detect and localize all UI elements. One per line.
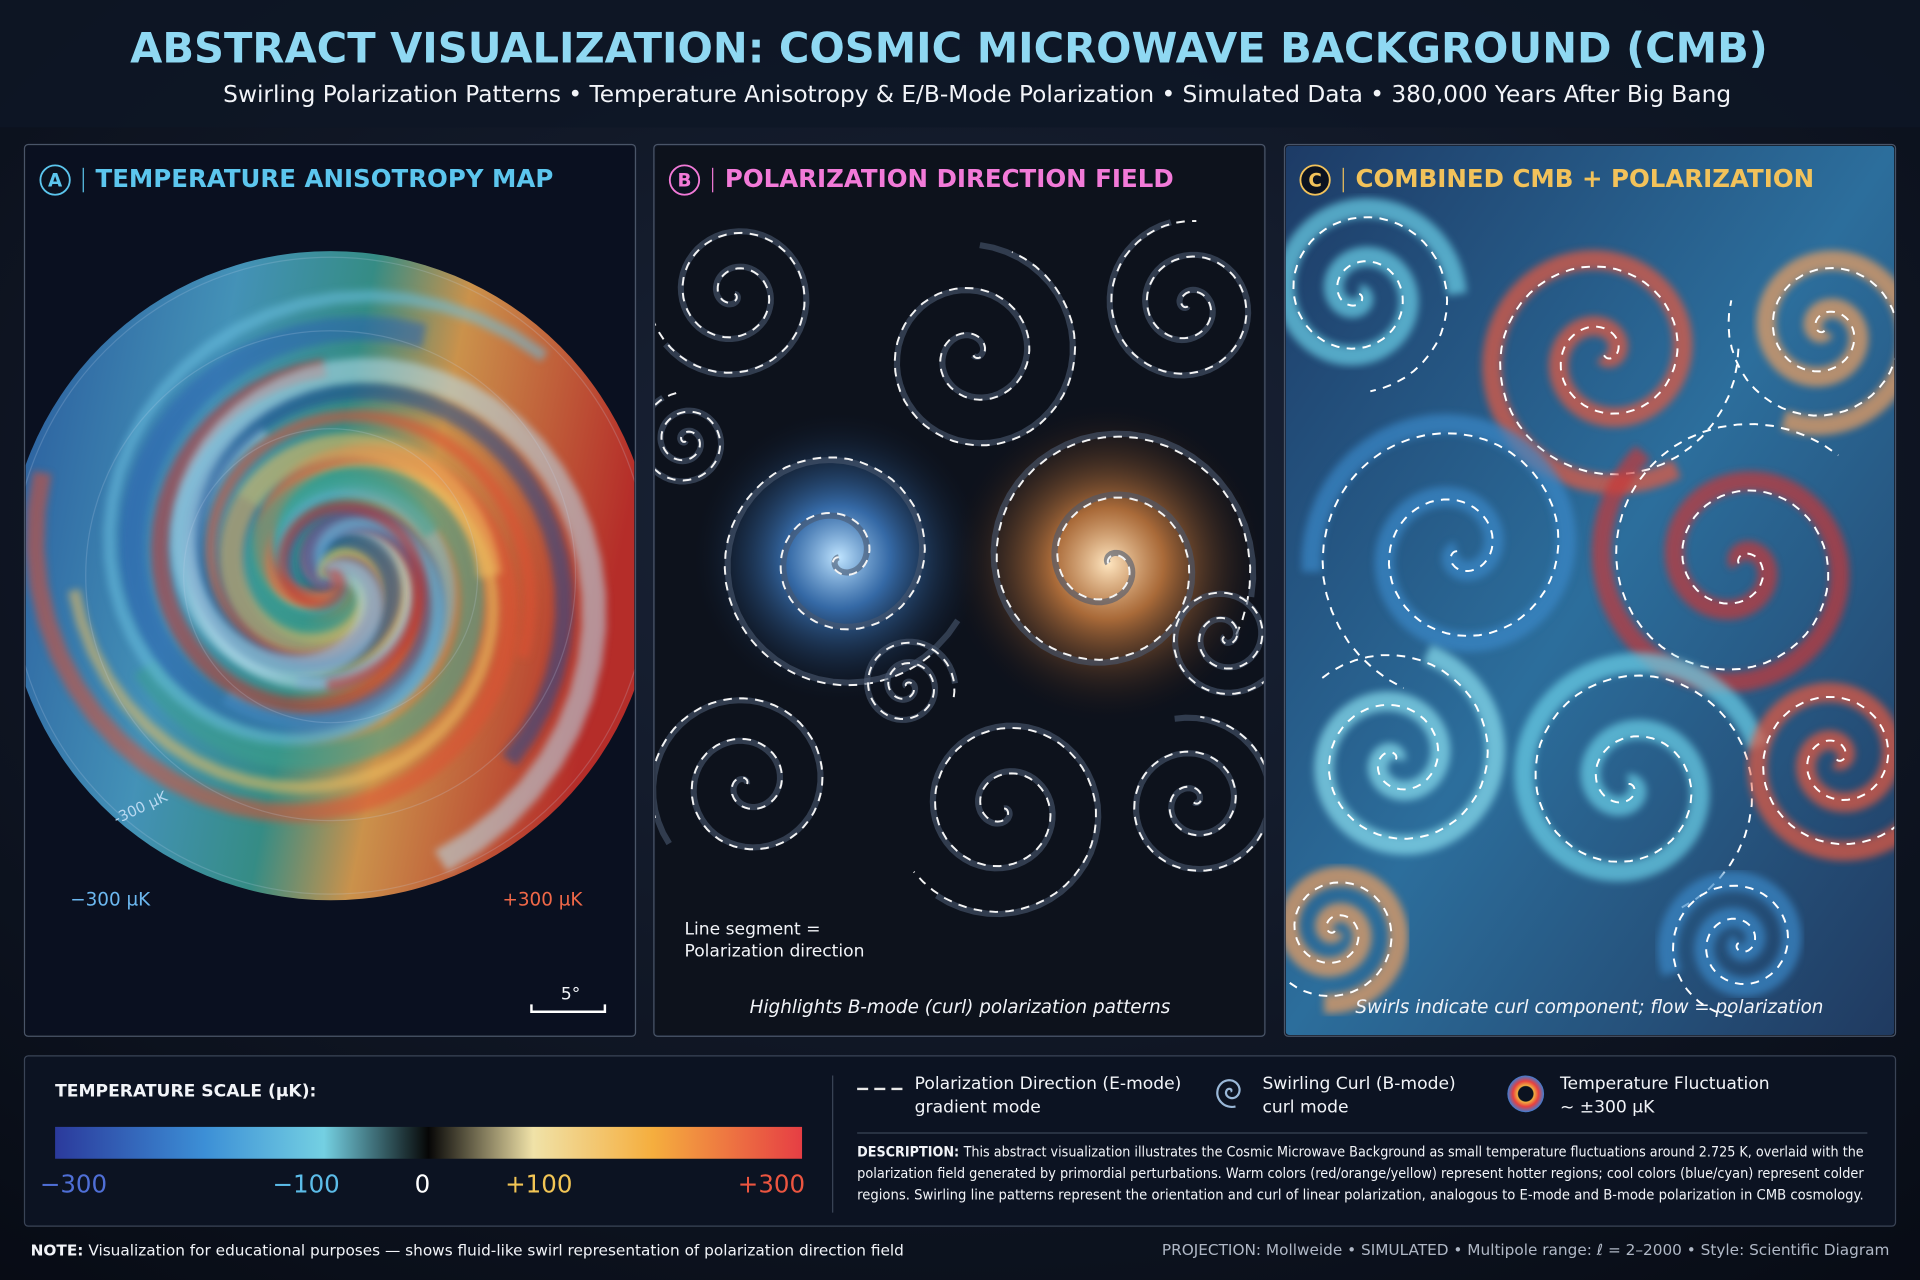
panel-frame [23, 143, 637, 1037]
note-text: Visualization for educational purposes —… [88, 1241, 904, 1259]
polarization-dashes [723, 456, 935, 687]
scale-bar [530, 1004, 607, 1013]
legend-subtitle: curl mode [1262, 1097, 1348, 1117]
letter-badge [1299, 164, 1331, 196]
polarization-dashes [1672, 884, 1789, 1018]
note-label: NOTE: [31, 1241, 84, 1259]
polarization-dashes [913, 726, 1097, 913]
legend-title: Polarization Direction (E-mode) [915, 1074, 1182, 1094]
description-label: DESCRIPTION: [857, 1145, 959, 1161]
subtitle: Swirling Polarization Patterns • Tempera… [223, 81, 1731, 108]
flow [1171, 590, 1264, 696]
polarization-dashes [655, 391, 722, 482]
letter-badge [39, 164, 71, 196]
panel-b-art [655, 145, 1264, 1036]
note: NOTE: Visualization for educational purpo… [31, 1241, 904, 1259]
legend-subtitle: ~ ±300 µK [1560, 1097, 1655, 1117]
polarization-dashes [1110, 219, 1248, 375]
polarization-dashes [995, 435, 1252, 661]
panel-frame [653, 143, 1266, 1037]
description-line: polarization field generated by primordi… [857, 1166, 1864, 1182]
caption: Highlights B-mode (curl) polarization pa… [750, 997, 1171, 1018]
polarization-dashes [1762, 695, 1895, 846]
flow [1133, 714, 1264, 873]
flow [893, 242, 1076, 447]
panel-frames: A TEMPERATURE ANISOTROPY MAP B POLARIZATION… [23, 143, 1897, 1037]
panel-letter: B [677, 170, 691, 191]
legend-subtitle: gradient mode [915, 1097, 1041, 1117]
flow [929, 722, 1102, 918]
description-line: DESCRIPTION:This abstract visualization … [857, 1145, 1864, 1161]
grid-circle [183, 428, 479, 724]
ring-icon [1507, 1075, 1545, 1113]
panel-letter: A [48, 170, 63, 191]
flow [863, 638, 958, 723]
scale-title: TEMPERATURE SCALE (µK): [55, 1081, 316, 1101]
panel-title: COMBINED CMB + POLARIZATION [1356, 164, 1815, 193]
swirl [276, 500, 427, 692]
swirl [1314, 644, 1505, 855]
polarization-dashes [1727, 267, 1895, 417]
scale-tick-label: +300 [738, 1170, 805, 1199]
polarization-dashes [1499, 265, 1740, 476]
scale-tick-label: 0 [415, 1170, 431, 1199]
scale-tick-label: −300 [40, 1170, 107, 1199]
caption: Swirls indicate curl component; flow = p… [1355, 997, 1823, 1018]
panel-title: TEMPERATURE ANISOTROPY MAP [96, 164, 554, 193]
flow [655, 395, 725, 485]
annotation: Polarization direction [684, 942, 864, 962]
polarization-dashes [1172, 591, 1264, 695]
polarization-dashes [1615, 423, 1839, 671]
polarization-dashes [1133, 715, 1264, 872]
legend-title: Swirling Curl (B-mode) [1262, 1074, 1455, 1094]
swirl [1285, 866, 1409, 1014]
flow [655, 697, 824, 851]
polarization-dashes [655, 697, 824, 851]
flow [663, 228, 810, 378]
scale-tick-label: +100 [505, 1170, 572, 1199]
description-text: polarization field generated by primordi… [857, 1166, 1864, 1182]
description-text: This abstract visualization illustrates … [963, 1145, 1864, 1161]
grid-circle [25, 256, 635, 895]
description-text: regions. Swirling line patterns represen… [857, 1187, 1864, 1203]
scale-tick-label: −100 [273, 1170, 340, 1199]
polarization-dashes [655, 231, 806, 374]
flow [724, 456, 961, 686]
panel-c-art [1285, 145, 1895, 1036]
panel-title: POLARIZATION DIRECTION FIELD [725, 164, 1174, 193]
polarization-dashes [1318, 654, 1489, 840]
colorbar [55, 1126, 803, 1159]
annotation: +300 µK [502, 889, 583, 910]
letter-badge [668, 164, 701, 196]
legend-title: Temperature Fluctuation [1559, 1074, 1770, 1094]
swirl [1747, 682, 1895, 861]
polarization-dashes [867, 641, 956, 720]
annotation: −300 µK [70, 889, 151, 910]
polarization-dashes [1534, 674, 1754, 909]
polarization-dashes [1285, 881, 1393, 998]
description-line: regions. Swirling line patterns represen… [857, 1187, 1864, 1203]
header-band [0, 0, 1920, 128]
panel-letter: C [1308, 170, 1321, 191]
flow [990, 430, 1257, 666]
polarization-dashes [893, 251, 1077, 447]
swirl [1514, 652, 1767, 882]
swirl [170, 358, 607, 872]
panel-frame [1283, 143, 1897, 1037]
curl-icon [1216, 1079, 1241, 1109]
title: ABSTRACT VISUALIZATION: COSMIC MICROWAVE… [130, 23, 1768, 72]
panel-a-art [25, 145, 635, 1036]
swirl [103, 289, 548, 746]
meta: PROJECTION: Mollweide • SIMULATED • Mult… [1162, 1241, 1890, 1259]
grid-circle [85, 330, 577, 822]
legend-box [23, 1055, 1897, 1227]
annotation: Line segment = [684, 920, 820, 940]
swirl [1756, 250, 1895, 436]
scale-label: 5° [561, 985, 580, 1005]
flow [1106, 219, 1252, 379]
swirl [1285, 198, 1467, 366]
polarization-dashes [1292, 216, 1449, 393]
polarization-dashes [1321, 432, 1560, 689]
